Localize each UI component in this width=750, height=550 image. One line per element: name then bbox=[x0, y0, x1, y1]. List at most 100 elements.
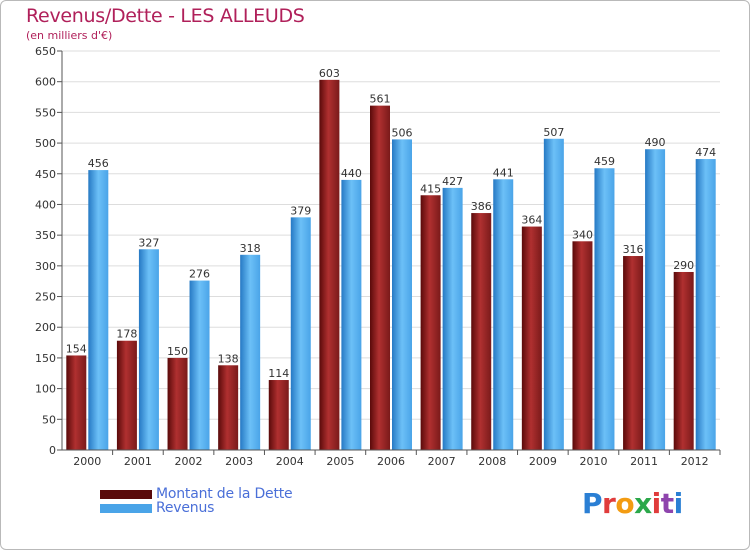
data-label-revenue-2010: 459 bbox=[594, 155, 615, 168]
y-tick-label-0: 0 bbox=[49, 444, 56, 457]
chart-subtitle: (en milliers d'€) bbox=[26, 29, 113, 42]
data-label-debt-2009: 364 bbox=[521, 214, 542, 227]
x-tick-label-2010: 2010 bbox=[579, 455, 607, 468]
logo-letter: t bbox=[660, 487, 674, 520]
x-tick-label-2012: 2012 bbox=[681, 455, 709, 468]
bars bbox=[66, 79, 716, 451]
data-label-debt-2007: 415 bbox=[420, 182, 441, 195]
bar-debt-2007 bbox=[420, 195, 441, 450]
y-tick-label-200: 200 bbox=[35, 321, 56, 334]
bar-revenue-2003 bbox=[240, 254, 261, 450]
data-label-debt-2010: 340 bbox=[572, 228, 593, 241]
data-label-revenue-2005: 440 bbox=[341, 167, 362, 180]
bar-debt-2001 bbox=[116, 340, 137, 450]
logo-letter: o bbox=[615, 487, 635, 520]
bar-debt-2000 bbox=[66, 355, 87, 450]
data-labels: 154 456 178 327 150 276 138 318 114 379 603 440 561 5… bbox=[66, 67, 716, 380]
data-label-revenue-2001: 327 bbox=[138, 236, 159, 249]
data-label-revenue-2004: 379 bbox=[290, 204, 311, 217]
data-label-revenue-2007: 427 bbox=[442, 175, 463, 188]
x-tick-label-2001: 2001 bbox=[124, 455, 152, 468]
logo-letter: x bbox=[634, 487, 652, 520]
legend-swatch-debt bbox=[100, 489, 152, 499]
x-tick-label-2005: 2005 bbox=[326, 455, 354, 468]
y-tick-label-100: 100 bbox=[35, 383, 56, 396]
legend-swatch-revenue bbox=[100, 503, 152, 513]
bar-revenue-2006 bbox=[392, 139, 412, 450]
data-label-debt-2001: 178 bbox=[116, 328, 137, 341]
y-tick-label-450: 450 bbox=[35, 168, 56, 181]
axes: 0 50 100 150 200 250 300 350 400 450 500 550 600 650 2… bbox=[35, 45, 721, 468]
bar-debt-2006 bbox=[370, 105, 390, 450]
chart-title: Revenus/Dette - LES ALLEUDS bbox=[26, 5, 305, 27]
bar-debt-2011 bbox=[623, 256, 644, 450]
logo-letter: i bbox=[651, 487, 662, 520]
logo-letter: i bbox=[673, 487, 684, 520]
x-tick-label-2004: 2004 bbox=[276, 455, 304, 468]
data-label-revenue-2003: 318 bbox=[240, 242, 261, 255]
proxiti-logo: Proxiti bbox=[582, 487, 683, 520]
legend-label-debt: Montant de la Dette bbox=[156, 486, 293, 502]
data-label-debt-2011: 316 bbox=[623, 243, 644, 256]
x-tick-label-2000: 2000 bbox=[73, 455, 101, 468]
y-tick-label-400: 400 bbox=[35, 198, 56, 211]
bar-debt-2010 bbox=[572, 241, 593, 450]
bar-revenue-2000 bbox=[88, 170, 109, 450]
data-label-revenue-2008: 441 bbox=[493, 166, 514, 179]
bar-revenue-2012 bbox=[695, 159, 716, 450]
data-label-revenue-2009: 507 bbox=[543, 126, 564, 139]
data-label-revenue-2011: 490 bbox=[645, 136, 666, 149]
data-label-revenue-2000: 456 bbox=[88, 157, 109, 170]
bar-revenue-2007 bbox=[442, 187, 463, 450]
x-tick-label-2007: 2007 bbox=[428, 455, 456, 468]
grid-lines bbox=[62, 50, 720, 451]
data-label-debt-2000: 154 bbox=[66, 342, 87, 355]
y-tick-label-350: 350 bbox=[35, 229, 56, 242]
bar-debt-2003 bbox=[218, 365, 239, 450]
x-tick-label-2006: 2006 bbox=[377, 455, 405, 468]
bar-revenue-2009 bbox=[543, 138, 564, 450]
y-tick-label-150: 150 bbox=[35, 352, 56, 365]
legend-label-revenue: Revenus bbox=[156, 500, 215, 516]
y-tick-label-300: 300 bbox=[35, 260, 56, 273]
data-label-debt-2005: 603 bbox=[319, 67, 340, 80]
data-label-revenue-2012: 474 bbox=[695, 146, 716, 159]
bar-revenue-2001 bbox=[138, 249, 159, 450]
y-tick-label-250: 250 bbox=[35, 291, 56, 304]
bar-revenue-2002 bbox=[189, 280, 210, 450]
x-tick-label-2003: 2003 bbox=[225, 455, 253, 468]
data-label-revenue-2002: 276 bbox=[189, 268, 210, 281]
legend-item-debt: Montant de la Dette bbox=[100, 486, 293, 502]
bar-debt-2005 bbox=[319, 79, 340, 450]
bar-revenue-2008 bbox=[493, 179, 514, 451]
y-tick-label-600: 600 bbox=[35, 76, 56, 89]
bar-debt-2002 bbox=[167, 357, 188, 450]
x-tick-label-2002: 2002 bbox=[175, 455, 203, 468]
data-label-debt-2012: 290 bbox=[673, 259, 694, 272]
data-label-debt-2008: 386 bbox=[471, 200, 492, 213]
y-tick-label-650: 650 bbox=[35, 45, 56, 58]
legend-item-revenue: Revenus bbox=[100, 501, 214, 515]
x-tick-label-2011: 2011 bbox=[630, 455, 658, 468]
y-tick-label-500: 500 bbox=[35, 137, 56, 150]
y-tick-label-550: 550 bbox=[35, 106, 56, 119]
bar-debt-2004 bbox=[268, 380, 289, 450]
logo-letter: P bbox=[582, 487, 603, 520]
x-tick-label-2008: 2008 bbox=[478, 455, 506, 468]
bar-revenue-2011 bbox=[645, 149, 666, 450]
logo-letter: r bbox=[602, 487, 616, 520]
bar-debt-2009 bbox=[521, 226, 542, 450]
data-label-debt-2003: 138 bbox=[218, 352, 239, 365]
y-tick-label-50: 50 bbox=[42, 413, 56, 426]
bar-debt-2008 bbox=[471, 213, 492, 450]
bar-revenue-2010 bbox=[594, 168, 615, 450]
data-label-debt-2006: 561 bbox=[370, 93, 391, 106]
data-label-revenue-2006: 506 bbox=[392, 126, 413, 139]
x-tick-label-2009: 2009 bbox=[529, 455, 557, 468]
bar-revenue-2005 bbox=[341, 179, 362, 450]
data-label-debt-2002: 150 bbox=[167, 345, 188, 358]
bar-revenue-2004 bbox=[290, 217, 311, 450]
data-label-debt-2004: 114 bbox=[268, 367, 289, 380]
bar-debt-2012 bbox=[673, 271, 694, 450]
